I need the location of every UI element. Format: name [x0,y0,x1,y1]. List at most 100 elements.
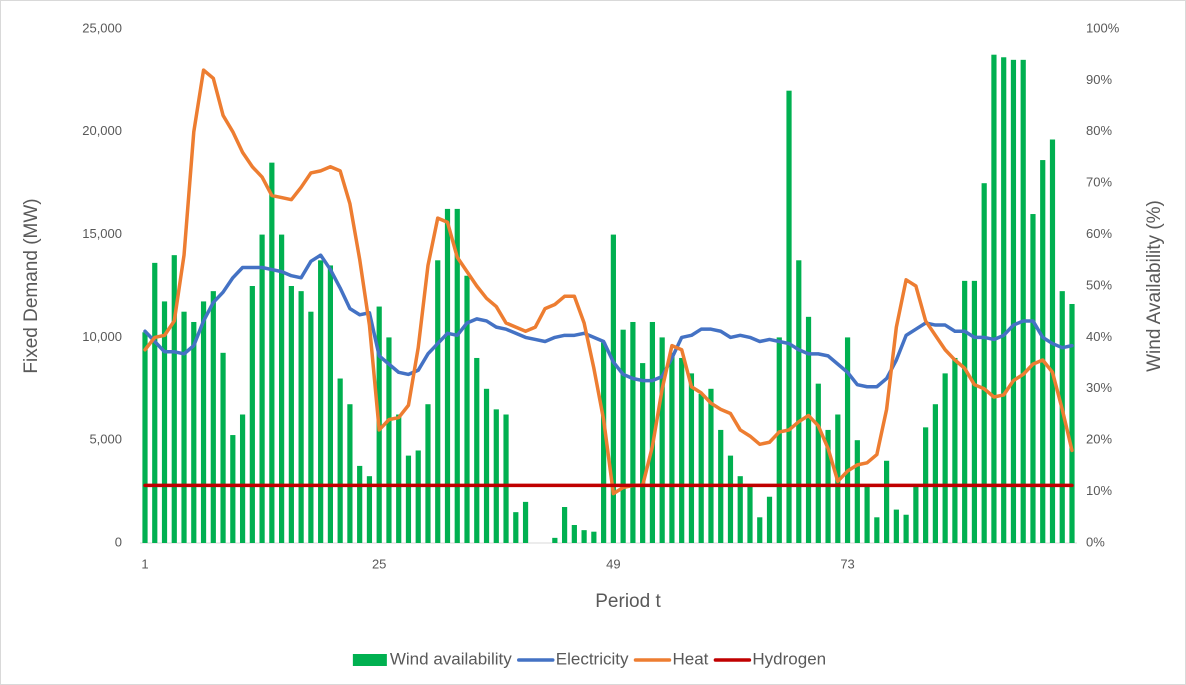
bar [191,321,197,543]
bar [288,286,294,543]
bar [747,486,753,543]
bar [688,373,695,543]
y-tick-label: 20,000 [82,123,122,138]
bar [1030,214,1036,544]
bar [805,316,812,543]
bar [1069,303,1075,543]
bar [884,460,890,543]
bar [815,383,821,543]
bar [483,388,490,543]
bar [630,321,636,543]
bar [903,514,909,543]
bar [347,404,353,543]
bar [161,301,168,543]
bar [405,455,412,543]
bar [776,337,782,543]
bar [200,301,207,543]
bar [522,501,529,543]
x-tick-label: 1 [141,556,148,571]
bar [591,531,597,543]
bar [269,162,275,543]
bar [1059,291,1065,543]
bar [942,373,948,543]
bar [874,517,880,543]
bar [1049,139,1056,543]
bar [435,260,441,543]
bar [308,311,314,543]
bar [444,208,451,543]
y-tick-label: 5,000 [89,432,122,447]
line-series [143,68,1074,496]
y2-tick-label: 10% [1086,483,1112,498]
bar [142,332,148,543]
bar [279,234,285,543]
legend-marker [352,654,387,666]
bar [415,450,421,543]
bar [503,414,509,543]
bar [561,507,568,543]
bar [952,357,958,543]
bar [396,414,402,543]
bar [971,280,978,543]
x-tick-label: 73 [840,556,854,571]
bar [786,90,792,544]
bar [366,476,373,543]
bar [571,525,577,543]
y-tick-label: 0 [115,534,122,549]
bar [327,265,333,543]
bar [796,260,802,543]
bar [357,465,363,543]
bar [552,537,558,543]
legend-label: Wind availability [390,649,512,668]
y2-axis-title: Wind Availability (%) [1144,200,1165,372]
bar [708,388,714,543]
legend-label: Electricity [556,649,629,668]
bar [766,496,773,543]
bar [464,275,470,543]
bar [493,409,499,543]
bar [893,509,899,543]
x-tick-label: 49 [606,556,620,571]
x-tick-label: 25 [372,556,386,571]
bar [474,357,480,543]
bar [962,280,968,543]
bar [220,352,226,543]
bar [854,440,860,543]
bar [1020,59,1026,544]
bar [581,530,587,543]
bar [259,234,265,543]
bar [844,337,851,543]
bar [1040,160,1046,543]
y2-tick-label: 70% [1086,175,1112,190]
bar [337,378,343,543]
x-axis-title: Period t [595,591,661,612]
y2-tick-label: 40% [1086,329,1112,344]
bar [386,337,392,543]
bar [454,208,460,543]
bar [669,352,675,543]
y-axis-title: Fixed Demand (MW) [21,198,42,373]
bar [239,414,246,543]
bar [932,404,938,543]
y-tick-label: 15,000 [82,226,122,241]
y2-tick-label: 80% [1086,123,1112,138]
bar [610,234,616,543]
bar [171,255,177,543]
bar [640,363,646,543]
bar [757,517,763,543]
bar [181,311,187,543]
y2-tick-label: 90% [1086,72,1112,87]
bar [698,393,704,543]
y2-tick-label: 100% [1086,20,1120,35]
legend-label: Heat [672,649,708,668]
bar [981,183,987,543]
bar [152,262,158,543]
y2-tick-label: 0% [1086,534,1105,549]
bar [425,404,431,543]
bar [298,291,304,543]
bar [601,342,607,543]
line-series [143,253,1074,389]
y2-tick-label: 30% [1086,380,1112,395]
bar [513,512,519,543]
